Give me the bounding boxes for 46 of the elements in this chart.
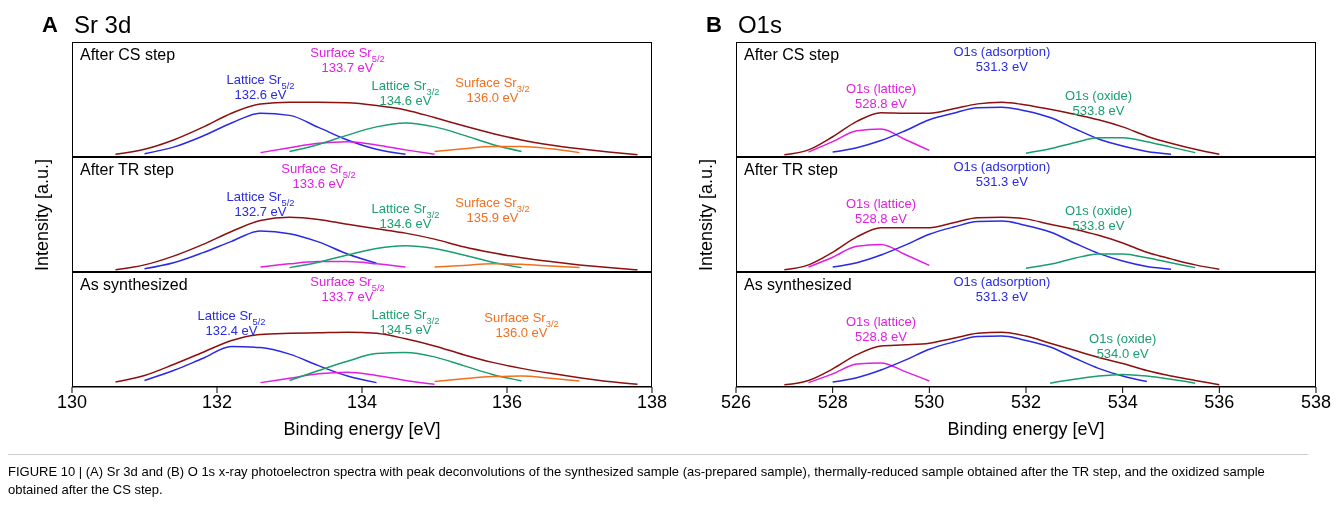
series-label: O1s (oxide) 533.8 eV xyxy=(1064,203,1133,234)
series-label: Lattice Sr$_{5/2}$ 132.6 eV xyxy=(226,71,295,102)
series-label: O1s (oxide) 534.0 eV xyxy=(1089,331,1157,362)
x-tick-label: 138 xyxy=(636,391,668,412)
text: O1s (adsorption) 531.3 eV xyxy=(953,274,1051,305)
text: Surface Sr$_{5/2}$ 133.7 eV xyxy=(310,274,385,305)
series-label: Lattice Sr$_{3/2}$ 134.5 eV xyxy=(371,306,440,337)
x-tick-label: 134 xyxy=(346,391,378,412)
chart-subtitle: After CS step xyxy=(744,46,840,64)
y-axis-title: Intensity [a.u.] xyxy=(32,157,53,273)
text: Surface Sr$_{3/2}$ 136.0 eV xyxy=(484,310,559,341)
y-axis-title: Intensity [a.u.] xyxy=(696,157,717,273)
series-label: O1s (oxide) 533.8 eV xyxy=(1064,87,1133,118)
series-label: Lattice Sr$_{3/2}$ 134.6 eV xyxy=(371,201,440,232)
chart-title: Sr 3d xyxy=(73,11,132,39)
chart-subtitle: After TR step xyxy=(744,161,838,179)
chart-title: O1s xyxy=(737,11,782,39)
chart-subtitle: After CS step xyxy=(80,46,176,64)
x-tick-label: 536 xyxy=(1204,391,1235,412)
chart-subtitle: As synthesized xyxy=(744,276,852,294)
x-tick-label: 532 xyxy=(1010,391,1042,412)
x-axis-title: Binding energy [eV] xyxy=(282,419,442,440)
x-tick-label: 130 xyxy=(56,391,88,412)
x-axis-title: Binding energy [eV] xyxy=(946,419,1106,440)
chart-subtitle: After TR step xyxy=(80,161,174,179)
series-label: Lattice Sr$_{5/2}$ 132.4 eV xyxy=(197,308,266,339)
series-label: O1s (lattice) 528.8 eV xyxy=(845,313,917,344)
x-tick-label: 534 xyxy=(1107,391,1138,412)
series-label: Lattice Sr$_{3/2}$ 134.6 eV xyxy=(371,77,440,108)
text: Surface Sr$_{5/2}$ 133.7 eV xyxy=(310,44,385,75)
x-tick-label: 136 xyxy=(491,391,523,412)
text: Surface Sr$_{3/2}$ 136.0 eV xyxy=(455,75,530,106)
x-tick-label: 132 xyxy=(201,391,233,412)
caption: FIGURE 10 | (A) Sr 3d and (B) O 1s x-ray photoelectron spectra with peak deconvolutions of the synthesized sample (as-prepared sample), thermally-reduced sample obtained after the TR step, and the oxidized sample obtained after the CS step. xyxy=(8,463,1266,499)
series-label: O1s (lattice) 528.8 eV xyxy=(845,80,917,111)
x-tick-label: 530 xyxy=(914,391,945,412)
chart-subtitle: As synthesized xyxy=(80,276,188,294)
text: O1s (adsorption) 531.3 eV xyxy=(953,159,1051,190)
x-tick-label: 528 xyxy=(817,391,848,412)
text: B xyxy=(706,12,722,38)
x-tick-label: 526 xyxy=(720,391,752,412)
series-label: O1s (lattice) 528.8 eV xyxy=(845,195,917,226)
text: Surface Sr$_{3/2}$ 135.9 eV xyxy=(455,194,530,225)
text: A xyxy=(42,12,58,38)
text: O1s (adsorption) 531.3 eV xyxy=(953,44,1051,75)
x-tick-label: 538 xyxy=(1300,391,1332,412)
